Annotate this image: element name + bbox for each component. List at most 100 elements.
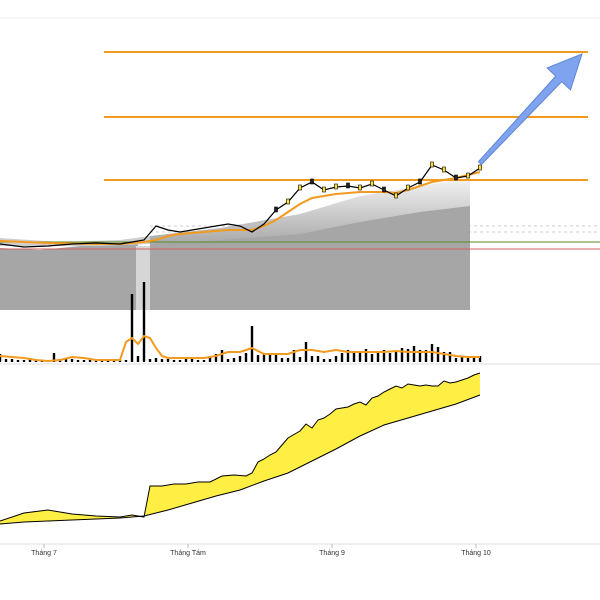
volume-bar: [256, 355, 260, 362]
volume-bar: [364, 349, 368, 362]
volume-bar: [196, 360, 200, 362]
indicator-panel: [0, 372, 481, 525]
volume-bar: [202, 360, 206, 362]
volume-bar: [0, 354, 2, 362]
volume-bar: [448, 352, 452, 362]
volume-bar: [328, 359, 332, 362]
x-tick-label: Tháng Tám: [170, 550, 206, 557]
price-candle: [478, 164, 482, 171]
volume-bar: [244, 353, 248, 362]
price-candle: [394, 192, 398, 199]
price-candle: [418, 178, 422, 185]
volume-bar: [322, 359, 326, 362]
volume-bar: [280, 358, 284, 362]
price-series: [0, 161, 482, 248]
price-candle: [442, 166, 446, 173]
x-tick-label: Tháng 7: [31, 550, 57, 557]
volume-bar: [406, 349, 410, 362]
price-candle: [310, 178, 314, 185]
volume-bar: [52, 353, 56, 362]
volume-bar: [382, 350, 386, 362]
cloud-ribbon-fill: [150, 178, 470, 244]
price-candle: [334, 183, 338, 190]
volume-bar: [346, 350, 350, 362]
volume-bar: [226, 359, 230, 362]
volume-bar: [136, 356, 140, 362]
volume-bar: [460, 357, 464, 362]
price-candle: [370, 180, 374, 187]
volume-bar: [334, 356, 338, 362]
price-candle: [322, 186, 326, 193]
volume-bar: [184, 359, 188, 362]
volume-bar: [190, 359, 194, 362]
close-price-line: [0, 164, 481, 248]
price-candle: [454, 174, 458, 181]
volume-bar: [142, 282, 146, 362]
volume-bar: [478, 356, 482, 362]
volume-bar: [130, 294, 134, 362]
volume-bar: [298, 357, 302, 362]
volume-bar: [388, 353, 392, 362]
volume-bar: [316, 356, 320, 362]
volume-bar: [22, 360, 26, 362]
price-candle: [298, 184, 302, 191]
volume-bar: [436, 347, 440, 362]
volume-bar: [124, 360, 128, 362]
price-candle: [382, 186, 386, 193]
volume-bar: [70, 359, 74, 362]
cloud-highlight-band: [136, 246, 150, 310]
volume-bar: [154, 358, 158, 362]
volume-bar: [88, 360, 92, 362]
volume-bar: [160, 359, 164, 362]
volume-bar: [82, 360, 86, 362]
volume-bar: [340, 353, 344, 362]
x-tick-label: Tháng 10: [461, 550, 491, 557]
volume-bar: [238, 356, 242, 362]
price-candle: [286, 198, 290, 205]
volume-average-line: [0, 334, 480, 363]
projection: [477, 53, 583, 166]
volume-bar: [424, 350, 428, 362]
volume-bar: [292, 350, 296, 362]
price-candle: [430, 161, 434, 168]
volume-bar: [262, 354, 266, 362]
volume-bar: [64, 358, 68, 362]
volume-bar: [466, 358, 470, 362]
volume-bar: [454, 358, 458, 362]
cloud-main-fill: [150, 192, 470, 310]
volume-bar: [76, 360, 80, 362]
projection-arrow: [477, 53, 583, 166]
volume-bar: [442, 352, 446, 362]
volume-bar: [178, 360, 182, 362]
price-candle: [358, 184, 362, 191]
price-candle: [274, 206, 278, 213]
volume-bar: [418, 350, 422, 362]
volume-bar: [166, 359, 170, 362]
price-candle: [406, 184, 410, 191]
volume-bar: [310, 356, 314, 362]
cloud-base-fill: [0, 242, 138, 310]
volume-bar: [232, 358, 236, 362]
indicator-fill-area: [0, 373, 480, 524]
volume-bar: [286, 358, 290, 362]
volume-bar: [400, 348, 404, 362]
volume-bar: [274, 355, 278, 362]
indicator-lower-line: [0, 394, 481, 525]
volume-panel: [0, 282, 482, 363]
volume-bar: [10, 359, 14, 362]
volume-bar: [358, 352, 362, 362]
volume-bar: [370, 354, 374, 362]
volume-bar: [28, 359, 32, 362]
volume-bar: [352, 352, 356, 362]
x-tick-label: Tháng 9: [319, 550, 345, 557]
price-levels: [0, 51, 600, 250]
volume-bar: [376, 353, 380, 362]
volume-bar: [172, 360, 176, 362]
volume-bar: [214, 354, 218, 362]
price-candle: [346, 182, 350, 189]
volume-bar: [412, 346, 416, 362]
price-candle: [466, 172, 470, 179]
